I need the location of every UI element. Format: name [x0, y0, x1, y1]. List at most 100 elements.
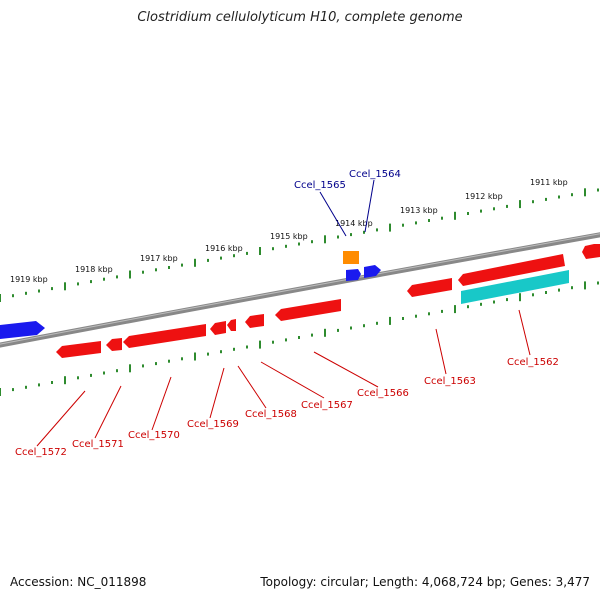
- gene-arrow-ccel-1567[interactable]: [245, 314, 264, 328]
- lower-tick-minor: [363, 324, 365, 328]
- upper-tick-minor: [428, 219, 430, 222]
- upper-tick-minor: [545, 197, 547, 201]
- lower-tick-minor: [90, 373, 92, 377]
- gene-label-ccel-1569[interactable]: Ccel_1569: [187, 419, 239, 430]
- upper-tick-minor: [168, 266, 170, 269]
- genome-backbone: [0, 232, 600, 348]
- lower-tick-minor: [285, 338, 287, 342]
- accession-text: Accession: NC_011898: [10, 575, 147, 589]
- lower-tick-minor: [298, 336, 300, 339]
- upper-tick-major: [129, 270, 131, 279]
- upper-tick-minor: [441, 216, 443, 220]
- upper-tick-minor: [493, 207, 495, 211]
- leader-line-ccel-1571: [94, 385, 122, 439]
- lower-tick-minor: [311, 333, 313, 337]
- upper-tick-major: [519, 200, 521, 209]
- lower-tick-minor: [532, 293, 534, 297]
- lower-tick-major: [129, 364, 131, 373]
- gene-label-ccel-1566[interactable]: Ccel_1566: [357, 388, 409, 399]
- upper-tick-minor: [12, 294, 14, 298]
- upper-tick-minor: [90, 280, 92, 284]
- map-title: Clostridium cellulolyticum H10, complete…: [137, 10, 463, 25]
- scale-label-1916: 1916 kbp: [205, 244, 243, 253]
- upper-tick-major: [324, 235, 326, 244]
- scale-label-1918: 1918 kbp: [75, 265, 113, 274]
- lower-tick-minor: [597, 281, 599, 285]
- gene-arrow-ccel-1565[interactable]: [346, 269, 361, 281]
- upper-tick-minor: [350, 233, 352, 237]
- gene-bar-rna[interactable]: [461, 270, 569, 304]
- upper-tick-minor: [311, 240, 313, 244]
- lower-scale-ticks: [0, 281, 599, 396]
- lower-tick-minor: [441, 309, 443, 313]
- lower-tick-minor: [12, 388, 14, 392]
- gene-arrow-ccel-1569[interactable]: [210, 321, 226, 335]
- lower-tick-minor: [415, 314, 417, 318]
- upper-tick-minor: [558, 195, 560, 199]
- lower-tick-minor: [181, 357, 183, 361]
- upper-tick-minor: [285, 244, 287, 248]
- leader-line-ccel-1564: [364, 179, 375, 233]
- gene-label-ccel-1563[interactable]: Ccel_1563: [424, 376, 476, 387]
- lower-tick-minor: [376, 321, 378, 325]
- gene-arrow-ccel-1562[interactable]: [458, 254, 565, 286]
- gene-arrow-ccel-1568[interactable]: [227, 319, 236, 331]
- upper-tick-minor: [207, 258, 209, 262]
- gene-arrow-ccel-1571[interactable]: [106, 338, 122, 351]
- upper-tick-minor: [220, 256, 222, 260]
- gene-label-ccel-1571[interactable]: Ccel_1571: [72, 439, 124, 450]
- lower-tick-minor: [25, 385, 27, 389]
- upper-tick-minor: [77, 282, 79, 286]
- leader-line-ccel-1570: [151, 376, 172, 431]
- lower-tick-minor: [467, 305, 469, 309]
- gene-label-ccel-1567[interactable]: Ccel_1567: [301, 400, 353, 411]
- lower-tick-minor: [142, 364, 144, 368]
- scale-label-1919: 1919 kbp: [10, 275, 48, 284]
- upper-tick-minor: [103, 277, 105, 281]
- gene-label-ccel-1568[interactable]: Ccel_1568: [245, 409, 297, 420]
- gene-label-ccel-1565[interactable]: Ccel_1565: [294, 180, 346, 191]
- upper-tick-minor: [506, 204, 508, 208]
- upper-tick-minor: [38, 289, 40, 293]
- scale-label-1914: 1914 kbp: [335, 219, 373, 228]
- upper-tick-minor: [376, 228, 378, 232]
- genome-backbone-highlight: [0, 233, 600, 345]
- lower-tick-minor: [233, 347, 235, 351]
- upper-tick-minor: [51, 287, 53, 291]
- lower-tick-minor: [428, 312, 430, 316]
- upper-tick-major: [584, 188, 586, 197]
- lower-tick-minor: [350, 326, 352, 330]
- gene-arrow-forward-left[interactable]: [0, 321, 45, 339]
- lower-tick-minor: [246, 345, 248, 349]
- lower-tick-major: [454, 305, 456, 314]
- leader-line-ccel-1572: [36, 390, 86, 447]
- gene-arrow-ccel-1563[interactable]: [407, 278, 452, 297]
- lower-tick-minor: [168, 359, 170, 363]
- gene-label-ccel-1562[interactable]: Ccel_1562: [507, 357, 559, 368]
- gene-label-ccel-1572[interactable]: Ccel_1572: [15, 447, 67, 458]
- lower-tick-minor: [116, 369, 118, 373]
- leader-line-ccel-1562: [518, 309, 531, 356]
- lower-tick-minor: [480, 302, 482, 306]
- lower-tick-major: [194, 352, 196, 361]
- upper-tick-minor: [233, 254, 235, 258]
- gene-label-ccel-1570[interactable]: Ccel_1570: [128, 430, 180, 441]
- leader-line-ccel-1568: [237, 365, 267, 409]
- scale-label-1911: 1911 kbp: [530, 178, 568, 187]
- gene-box-orange[interactable]: [343, 251, 359, 264]
- lower-tick-minor: [272, 340, 274, 344]
- lower-tick-minor: [38, 383, 40, 387]
- lower-tick-major: [389, 316, 391, 325]
- upper-tick-minor: [116, 275, 118, 279]
- lower-tick-minor: [155, 362, 157, 366]
- gene-arrow-ccel-1566[interactable]: [275, 299, 341, 321]
- lower-tick-minor: [337, 328, 339, 332]
- gene-arrow-ccel-1572[interactable]: [56, 341, 101, 358]
- gene-arrow-ccel-1570[interactable]: [123, 324, 206, 348]
- gene-label-ccel-1564[interactable]: Ccel_1564: [349, 169, 401, 180]
- lower-tick-minor: [571, 286, 573, 290]
- leader-line-ccel-1569: [209, 367, 225, 419]
- gene-arrow-ccel-1564[interactable]: [364, 265, 381, 278]
- leader-line-ccel-1567: [260, 361, 325, 399]
- gene-arrow-forward-right[interactable]: [582, 244, 600, 259]
